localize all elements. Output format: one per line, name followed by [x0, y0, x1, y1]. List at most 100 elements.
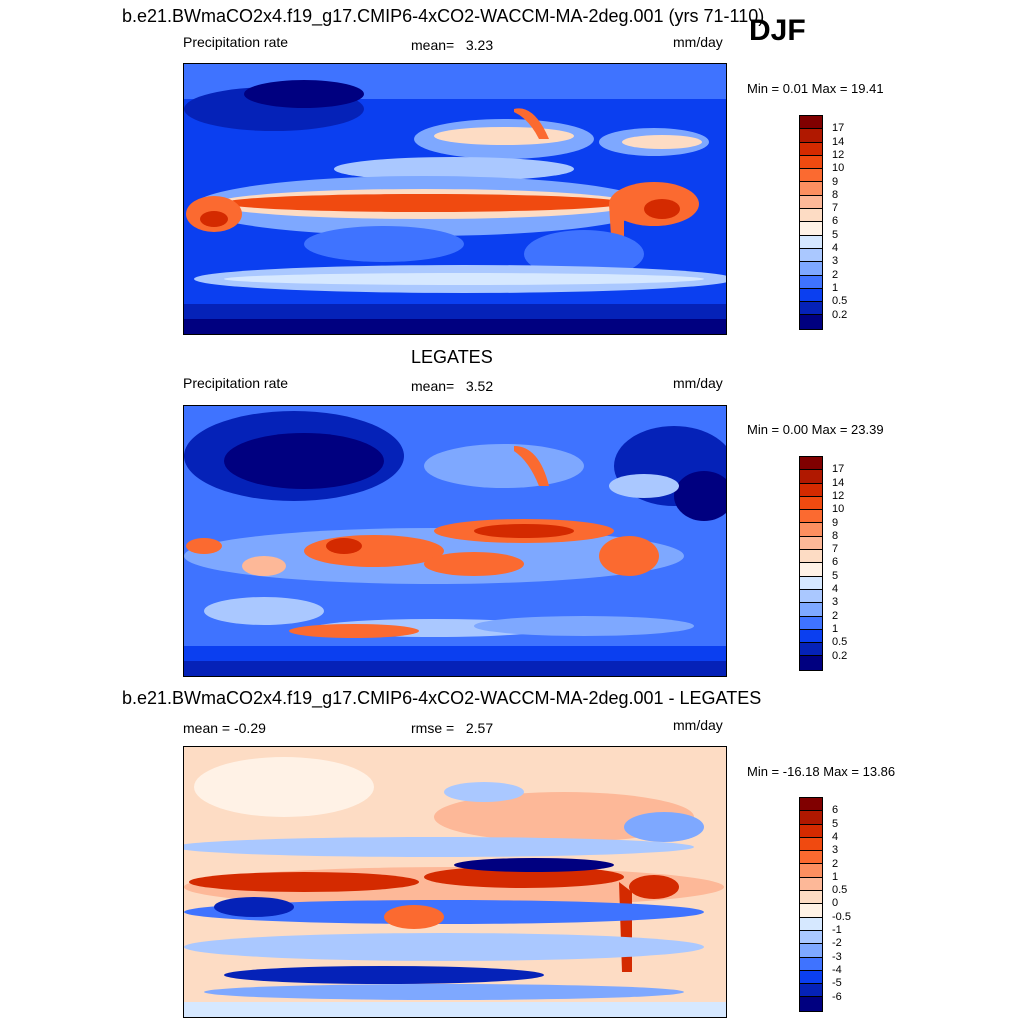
- colorbar-tick-label: 4: [832, 583, 839, 595]
- colorbar-swatch: [800, 970, 822, 985]
- colorbar-swatch: [800, 195, 822, 210]
- panel3-minmax: Min = -16.18 Max = 13.86: [747, 764, 896, 779]
- panel1-left-label: Precipitation rate: [183, 34, 289, 50]
- panel3-left-label: mean = -0.29: [183, 720, 266, 736]
- panel3-units: mm/day: [673, 717, 723, 733]
- colorbar-swatch: [800, 536, 822, 551]
- colorbar-tick-label: 1: [832, 870, 839, 883]
- panel2-stat-label: mean=: [411, 378, 455, 394]
- colorbar-tick-label: 6: [832, 804, 839, 817]
- colorbar-swatch: [800, 116, 822, 130]
- panel3-field: [184, 747, 726, 1017]
- colorbar-swatch: [800, 483, 822, 497]
- colorbar-swatch: [800, 496, 822, 511]
- colorbar-swatch: [800, 589, 822, 604]
- colorbar-swatch: [800, 550, 822, 564]
- colorbar-tick-label: 12: [832, 148, 845, 161]
- colorbar-tick-label: 12: [832, 489, 845, 502]
- colorbar-tick-label: -2: [832, 937, 842, 950]
- colorbar-tick-label: -3: [832, 950, 842, 963]
- colorbar-swatch: [800, 930, 822, 945]
- colorbar-swatch: [800, 944, 822, 958]
- colorbar-tick-label: 9: [832, 175, 839, 188]
- colorbar-swatch: [800, 798, 822, 812]
- colorbar-tick-label: 5: [832, 228, 839, 241]
- colorbar-tick-label: 4: [832, 242, 839, 254]
- colorbar-swatch: [800, 891, 822, 905]
- colorbar-tick-label: -4: [832, 963, 842, 976]
- panel3-map: [183, 746, 727, 1018]
- colorbar-tick-label: 0.5: [832, 295, 848, 308]
- panel3-title: b.e21.BWmaCO2x4.f19_g17.CMIP6-4xCO2-WACC…: [122, 688, 762, 708]
- colorbar-swatch: [800, 811, 822, 825]
- colorbar-tick-label: 14: [832, 476, 845, 489]
- colorbar-swatch: [800, 182, 822, 196]
- colorbar-swatch: [800, 837, 822, 852]
- colorbar-swatch: [800, 643, 822, 657]
- colorbar-swatch: [800, 603, 822, 617]
- colorbar-tick-label: 3: [832, 255, 839, 268]
- colorbar-swatch: [800, 917, 822, 931]
- colorbar-tick-label: 7: [832, 202, 839, 215]
- colorbar-tick-label: 7: [832, 543, 839, 556]
- colorbar-tick-label: -1: [832, 924, 842, 936]
- panel1-field: [184, 64, 726, 334]
- colorbar-tick-label: 1: [832, 281, 839, 294]
- colorbar-swatch: [800, 877, 822, 892]
- panel3-stat-label: rmse =: [411, 720, 455, 736]
- colorbar-swatch: [800, 315, 822, 329]
- colorbar-tick-label: 5: [832, 817, 839, 830]
- colorbar-tick-label: 4: [832, 830, 839, 843]
- panel1-map: [183, 63, 727, 335]
- colorbar-swatch: [800, 222, 822, 236]
- panel1-stat-value: 3.23: [465, 37, 494, 53]
- colorbar-swatch: [800, 576, 822, 590]
- panel3-colorbar: [799, 797, 823, 1012]
- colorbar-tick-label: 0.5: [832, 884, 848, 897]
- colorbar-swatch: [800, 616, 822, 630]
- colorbar-tick-label: 8: [832, 188, 839, 201]
- colorbar-tick-label: 8: [832, 529, 839, 542]
- colorbar-swatch: [800, 275, 822, 289]
- colorbar-tick-label: 9: [832, 516, 839, 529]
- panel2-colorbar: [799, 456, 823, 671]
- colorbar-tick-label: 17: [832, 122, 845, 135]
- colorbar-swatch: [800, 302, 822, 316]
- colorbar-tick-label: 2: [832, 857, 839, 870]
- colorbar-swatch: [800, 851, 822, 865]
- colorbar-swatch: [800, 656, 822, 670]
- colorbar-swatch: [800, 142, 822, 156]
- colorbar-swatch: [800, 288, 822, 303]
- colorbar-swatch: [800, 957, 822, 971]
- colorbar-tick-label: 6: [832, 215, 839, 228]
- colorbar-tick-label: 1: [832, 622, 839, 635]
- panel3-stat-value: 2.57: [465, 720, 494, 736]
- colorbar-swatch: [800, 824, 822, 838]
- colorbar-swatch: [800, 510, 822, 524]
- panel1-title: b.e21.BWmaCO2x4.f19_g17.CMIP6-4xCO2-WACC…: [122, 6, 765, 26]
- panel1-minmax: Min = 0.01 Max = 19.41: [747, 81, 884, 96]
- panel1-units: mm/day: [673, 34, 723, 50]
- panel2-minmax: Min = 0.00 Max = 23.39: [747, 422, 884, 437]
- colorbar-swatch: [800, 470, 822, 484]
- colorbar-tick-label: 10: [832, 503, 845, 516]
- colorbar-tick-label: -6: [832, 990, 842, 1003]
- colorbar-tick-label: 0.2: [832, 649, 848, 662]
- colorbar-tick-label: 0.5: [832, 636, 848, 649]
- panel2-map: [183, 405, 727, 677]
- colorbar-swatch: [800, 248, 822, 263]
- colorbar-tick-label: 2: [832, 609, 839, 622]
- panel2-units: mm/day: [673, 375, 723, 391]
- panel2-left-label: Precipitation rate: [183, 375, 289, 391]
- colorbar-swatch: [800, 209, 822, 223]
- colorbar-tick-label: 6: [832, 556, 839, 569]
- colorbar-tick-label: 17: [832, 463, 845, 476]
- colorbar-tick-label: 14: [832, 135, 845, 148]
- panel2-field: [184, 406, 726, 676]
- colorbar-swatch: [800, 523, 822, 537]
- panel2-stat: mean= 3.52: [411, 378, 493, 394]
- colorbar-swatch: [800, 864, 822, 878]
- colorbar-swatch: [800, 129, 822, 143]
- colorbar-tick-label: -0.5: [832, 910, 851, 923]
- colorbar-swatch: [800, 457, 822, 471]
